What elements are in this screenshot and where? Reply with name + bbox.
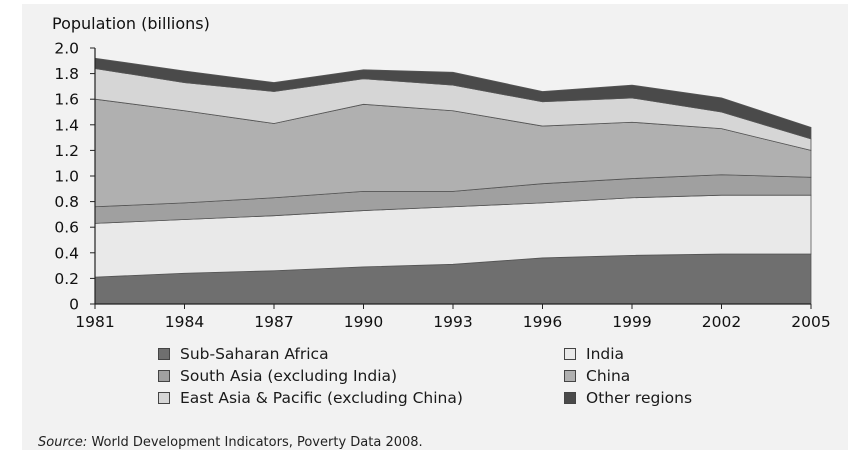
- legend-item-south-asia: South Asia (excluding India): [158, 367, 397, 385]
- y-tick-label: 0.6: [54, 219, 79, 237]
- y-tick-label: 1.0: [54, 168, 79, 186]
- legend-swatch: [564, 370, 576, 382]
- x-tick-label: 1990: [344, 313, 383, 331]
- y-tick-label: 0: [69, 296, 79, 314]
- legend-swatch: [564, 392, 576, 404]
- x-tick-label: 1993: [433, 313, 472, 331]
- y-tick-label: 0.2: [54, 270, 79, 288]
- x-tick-label: 2002: [702, 313, 741, 331]
- legend-item-other-regions: Other regions: [564, 389, 692, 407]
- y-tick-label: 1.8: [54, 65, 79, 83]
- y-tick-label: 0.4: [54, 244, 79, 262]
- legend-label: Sub-Saharan Africa: [180, 345, 329, 363]
- legend-swatch: [564, 348, 576, 360]
- y-tick-label: 1.6: [54, 91, 79, 109]
- legend-item-india: India: [564, 345, 624, 363]
- legend-item-east-asia-pacific: East Asia & Pacific (excluding China): [158, 389, 463, 407]
- legend-label: India: [586, 345, 625, 363]
- source-text: World Development Indicators, Poverty Da…: [87, 435, 423, 450]
- x-tick-label: 1984: [165, 313, 204, 331]
- y-tick-label: 1.4: [54, 116, 79, 134]
- x-tick-label: 1987: [254, 313, 293, 331]
- y-tick-label: 2.0: [54, 40, 79, 58]
- legend-swatch: [158, 370, 170, 382]
- y-axis-label: Population (billions): [52, 14, 210, 33]
- y-tick-label: 0.8: [54, 193, 79, 211]
- legend-swatch: [158, 392, 170, 404]
- y-tick-label: 1.2: [54, 142, 79, 160]
- legend-label: China: [586, 367, 631, 385]
- source-note: Source: World Development Indicators, Po…: [38, 435, 423, 450]
- legend-item-sub-saharan-africa: Sub-Saharan Africa: [158, 345, 329, 363]
- x-tick-label: 1999: [612, 313, 651, 331]
- x-tick-label: 1981: [75, 313, 114, 331]
- source-label: Source:: [38, 435, 88, 450]
- legend-label: South Asia (excluding India): [180, 367, 398, 385]
- legend-swatch: [158, 348, 170, 360]
- legend-item-china: China: [564, 367, 630, 385]
- x-tick-label: 1996: [523, 313, 562, 331]
- legend-label: Other regions: [586, 389, 693, 407]
- x-tick-label: 2005: [791, 313, 830, 331]
- legend-label: East Asia & Pacific (excluding China): [180, 389, 463, 407]
- area-other-regions: [94, 57, 812, 140]
